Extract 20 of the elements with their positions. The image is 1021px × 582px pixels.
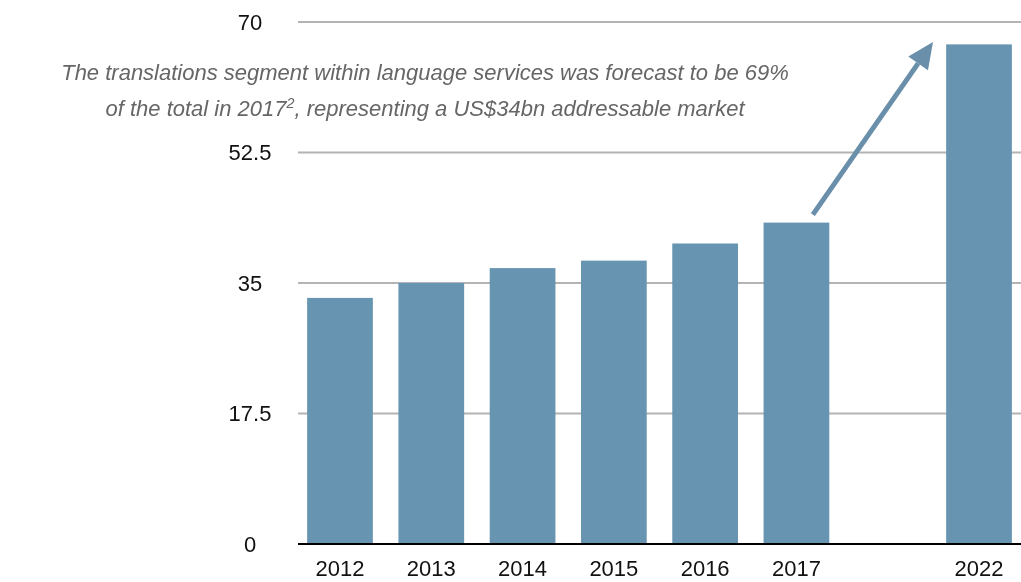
x-tick-label: 2016 xyxy=(680,556,730,581)
x-tick-label: 2013 xyxy=(406,556,456,581)
y-tick-label: 35 xyxy=(237,270,263,296)
y-tick-label: 0 xyxy=(243,531,257,557)
bar xyxy=(763,222,830,544)
y-tick-label: 17.5 xyxy=(228,401,272,427)
x-tick-label: 2014 xyxy=(498,556,548,581)
y-tick-label: 70 xyxy=(237,9,263,35)
bar xyxy=(946,44,1012,544)
x-tick-label: 2015 xyxy=(589,556,639,581)
x-tick-label: 2017 xyxy=(771,556,821,581)
x-tick-label: 2022 xyxy=(954,556,1004,581)
bar xyxy=(580,260,647,544)
bar xyxy=(307,297,373,544)
bar xyxy=(398,283,465,544)
bar xyxy=(672,243,739,544)
y-tick-label: 52.5 xyxy=(228,140,272,166)
annotation: The translations segment within language services was forecast to be 69% of the total in 2017$^{2}$, representing a US$34bn addressable market xyxy=(61,60,789,121)
x-tick-label: 2012 xyxy=(315,556,365,581)
bar xyxy=(489,268,556,544)
